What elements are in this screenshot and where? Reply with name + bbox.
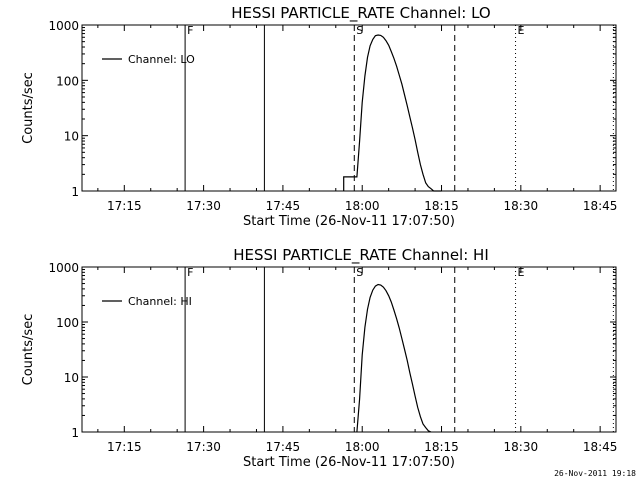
- particle-rate-lo-panel: HESSI PARTICLE_RATE Channel: LO 17:15 17:3…: [21, 4, 617, 229]
- legend-label: Channel: LO: [128, 53, 195, 66]
- marker-label: F: [187, 266, 193, 279]
- x-tick-label: 17:15: [107, 440, 142, 454]
- series-line: [343, 34, 442, 192]
- x-axis-label: Start Time (26-Nov-11 17:07:50): [243, 214, 455, 229]
- y-tick-label: 100: [56, 316, 79, 330]
- x-axis-label: Start Time (26-Nov-11 17:07:50): [243, 455, 455, 470]
- x-tick-label: 17:30: [186, 440, 221, 454]
- y-tick-label: 1: [71, 185, 79, 199]
- y-tick-label: 1000: [48, 261, 79, 275]
- y-axis-label: Counts/sec: [21, 72, 36, 144]
- series-line: [356, 283, 432, 433]
- particle-rate-hi-panel: HESSI PARTICLE_RATE Channel: HI 17:15 17:3…: [21, 246, 617, 470]
- x-tick-label: 18:15: [424, 440, 459, 454]
- y-tick-label: 1: [71, 426, 79, 440]
- x-tick-label: 18:30: [504, 440, 539, 454]
- x-tick-label: 18:15: [424, 199, 459, 213]
- legend-label: Channel: HI: [128, 295, 192, 308]
- y-tick-label: 100: [56, 74, 79, 88]
- y-tick-label: 1000: [48, 19, 79, 33]
- x-tick-label: 18:00: [345, 199, 380, 213]
- chart-title: HESSI PARTICLE_RATE Channel: LO: [231, 4, 490, 23]
- marker-label: S: [356, 24, 363, 37]
- plot-frame: [81, 24, 617, 192]
- x-tick-label: 18:30: [504, 199, 539, 213]
- marker-label: E: [518, 266, 525, 279]
- marker-label: E: [518, 24, 525, 37]
- plot-frame: [81, 266, 617, 433]
- x-tick-label: 17:30: [186, 199, 221, 213]
- x-tick-label: 17:45: [266, 199, 301, 213]
- chart-title: HESSI PARTICLE_RATE Channel: HI: [233, 246, 489, 265]
- x-tick-label: 17:15: [107, 199, 142, 213]
- y-axis-label: Counts/sec: [21, 314, 36, 386]
- marker-label: F: [187, 24, 193, 37]
- marker-label: S: [356, 266, 363, 279]
- x-tick-label: 17:45: [266, 440, 301, 454]
- x-tick-label: 18:45: [583, 199, 618, 213]
- x-tick-label: 18:45: [583, 440, 618, 454]
- timestamp-footer: 26-Nov-2011 19:18: [554, 469, 636, 478]
- y-tick-label: 10: [64, 371, 79, 385]
- x-tick-label: 18:00: [345, 440, 380, 454]
- y-tick-label: 10: [64, 130, 79, 144]
